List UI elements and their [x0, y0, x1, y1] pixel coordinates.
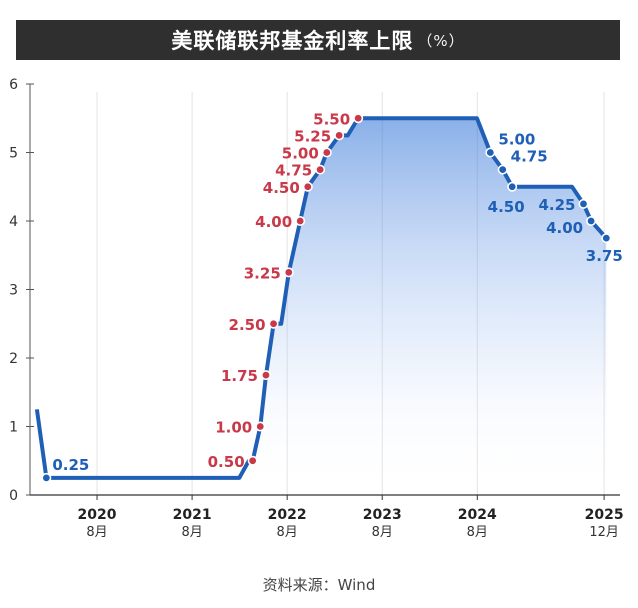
x-tick-year: 2023: [363, 507, 402, 523]
y-tick-label: 1: [9, 420, 18, 436]
cut-label: 5.00: [498, 131, 535, 149]
cut-label: 4.75: [511, 148, 548, 166]
chart-title-unit: （%）: [417, 31, 465, 50]
x-tick-year: 2025: [585, 507, 624, 523]
x-tick-year: 2022: [268, 507, 307, 523]
x-axis: 2020 8月 2021 8月 2022 8月 2023 8月 2024 8月 2025 12月: [30, 494, 624, 540]
hike-label: 0.50: [208, 453, 245, 471]
x-tick-month: 8月: [467, 525, 488, 540]
x-tick-year: 2021: [173, 507, 212, 523]
chart-title: 美联储联邦基金利率上限: [171, 29, 414, 53]
hike-point: [283, 267, 294, 278]
x-tick-month: 8月: [86, 525, 107, 540]
y-tick-label: 0: [9, 488, 18, 504]
hike-point: [353, 113, 364, 124]
hike-label: 4.75: [275, 162, 312, 180]
y-tick-label: 2: [9, 351, 18, 367]
hike-label: 5.50: [313, 110, 350, 128]
cut-point: [485, 147, 496, 158]
y-tick-label: 3: [9, 283, 18, 299]
y-tick-label: 6: [9, 77, 18, 93]
x-tick-year: 2020: [78, 507, 117, 523]
hike-label: 5.25: [294, 127, 331, 145]
cut-label: 0.25: [52, 456, 89, 474]
cut-point: [507, 181, 518, 192]
hike-point: [255, 421, 266, 432]
x-tick-month: 8月: [181, 525, 202, 540]
hike-point: [315, 164, 326, 175]
hike-point: [247, 455, 258, 466]
x-tick-month: 8月: [277, 525, 298, 540]
hike-label: 5.00: [282, 145, 319, 163]
cut-label: 3.75: [586, 247, 623, 265]
hike-label: 4.00: [255, 213, 292, 231]
cut-label: 4.00: [546, 219, 583, 237]
cut-point: [41, 472, 52, 483]
hike-label: 2.50: [229, 316, 266, 334]
cut-label: 4.25: [538, 196, 575, 214]
y-tick-label: 4: [9, 214, 18, 230]
hike-point: [334, 130, 345, 141]
rate-labels: 0.501.001.752.503.254.004.504.755.005.25…: [52, 110, 622, 474]
source-note: 资料来源：Wind: [262, 576, 376, 594]
hike-point: [302, 181, 313, 192]
hike-point: [268, 318, 279, 329]
hike-label: 3.25: [244, 264, 281, 282]
cut-label: 4.50: [488, 198, 525, 216]
rate-area: [36, 118, 607, 496]
x-tick-month: 12月: [589, 525, 619, 540]
hike-label: 1.00: [215, 419, 252, 437]
hike-label: 1.75: [221, 367, 258, 385]
y-axis: 0 1 2 3 4 5 6: [9, 77, 34, 504]
cut-point: [601, 233, 612, 244]
hike-point: [260, 370, 271, 381]
hike-point: [295, 216, 306, 227]
cut-point: [497, 164, 508, 175]
hike-label: 4.50: [263, 179, 300, 197]
cut-point: [586, 216, 597, 227]
rate-points: [41, 113, 612, 483]
y-tick-label: 5: [9, 146, 18, 162]
chart-title-bar: 美联储联邦基金利率上限 （%）: [16, 20, 620, 60]
x-tick-month: 8月: [372, 525, 393, 540]
hike-point: [321, 147, 332, 158]
x-tick-year: 2024: [458, 507, 497, 523]
cut-point: [578, 198, 589, 209]
